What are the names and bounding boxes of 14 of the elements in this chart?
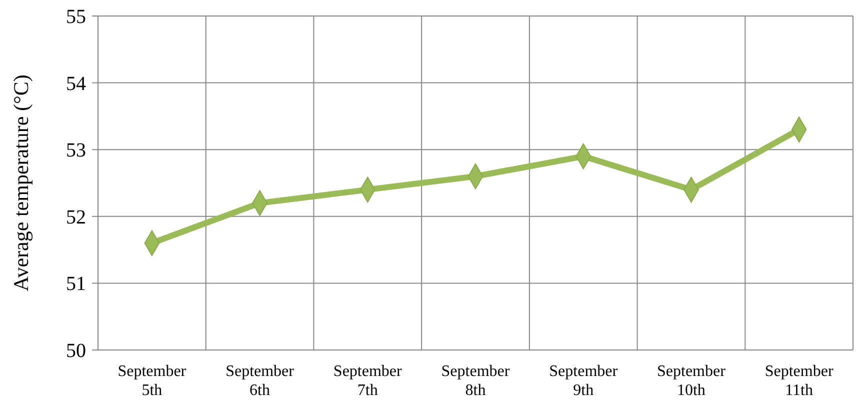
y-tick-label: 54 [66, 72, 86, 95]
x-tick-label: September 6th [226, 363, 295, 399]
y-tick-label: 50 [66, 340, 86, 362]
x-tick-label: September 8th [441, 363, 510, 399]
x-tick-label: September 7th [333, 363, 403, 399]
y-axis-title: Average temperature (°C) [9, 74, 33, 292]
x-tick-label: September 9th [549, 363, 618, 399]
y-tick-label: 51 [66, 273, 86, 296]
y-tick-label: 55 [66, 6, 86, 28]
y-tick-label: 52 [66, 206, 86, 228]
x-tick-label: September 11th [764, 363, 834, 399]
x-tick-label: September 5th [118, 363, 187, 399]
x-tick-label: September 10th [657, 363, 726, 399]
y-tick-label: 53 [66, 140, 86, 162]
